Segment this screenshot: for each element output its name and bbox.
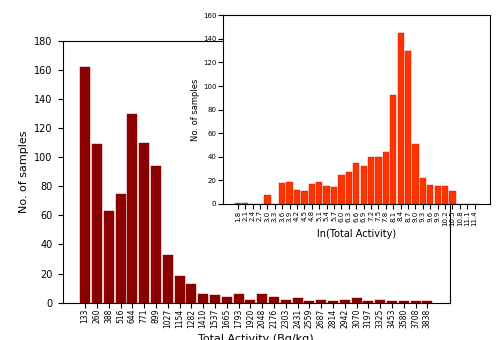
Bar <box>364 301 374 303</box>
Bar <box>346 172 352 204</box>
Bar <box>186 284 196 303</box>
Bar <box>151 166 161 303</box>
Bar <box>387 301 397 303</box>
Bar <box>398 33 404 204</box>
Bar <box>316 182 322 204</box>
Bar <box>294 190 300 204</box>
Bar <box>405 51 411 204</box>
Bar <box>234 203 241 204</box>
Bar <box>234 294 243 303</box>
Bar <box>80 67 90 303</box>
Bar <box>210 295 220 303</box>
Y-axis label: No. of samples: No. of samples <box>18 131 28 213</box>
Bar <box>442 186 448 204</box>
Bar <box>382 152 389 204</box>
Bar <box>376 157 382 204</box>
Y-axis label: No. of samples: No. of samples <box>191 79 200 141</box>
Bar <box>222 297 232 303</box>
Bar <box>116 193 126 303</box>
Bar <box>328 301 338 303</box>
Bar <box>331 187 337 204</box>
Bar <box>412 144 418 204</box>
Bar <box>399 301 409 303</box>
Bar <box>422 301 432 303</box>
Bar <box>368 157 374 204</box>
Bar <box>375 300 385 303</box>
Bar <box>450 191 456 204</box>
Bar <box>162 255 173 303</box>
Bar <box>324 186 330 204</box>
Bar <box>390 96 396 204</box>
Bar <box>340 300 350 303</box>
Bar <box>338 174 344 204</box>
Bar <box>427 185 434 204</box>
Bar <box>128 114 138 303</box>
Bar <box>352 298 362 303</box>
Bar <box>280 300 291 303</box>
Bar <box>242 203 248 204</box>
Bar <box>304 301 314 303</box>
Bar <box>269 297 279 303</box>
Bar <box>257 294 267 303</box>
Bar <box>434 186 441 204</box>
X-axis label: ln(Total Activity): ln(Total Activity) <box>316 229 396 239</box>
Bar <box>198 294 208 303</box>
Bar <box>410 301 420 303</box>
Bar <box>292 298 302 303</box>
Bar <box>92 144 102 303</box>
Bar <box>302 191 308 204</box>
Bar <box>316 300 326 303</box>
Bar <box>139 142 149 303</box>
Bar <box>264 194 270 204</box>
Bar <box>174 276 184 303</box>
Bar <box>420 178 426 204</box>
X-axis label: Total Activity (Bq/kg): Total Activity (Bq/kg) <box>198 334 314 340</box>
Bar <box>104 211 114 303</box>
Bar <box>360 166 367 204</box>
Bar <box>279 183 285 204</box>
Bar <box>308 184 315 204</box>
Bar <box>246 300 256 303</box>
Bar <box>286 182 293 204</box>
Bar <box>353 163 360 204</box>
